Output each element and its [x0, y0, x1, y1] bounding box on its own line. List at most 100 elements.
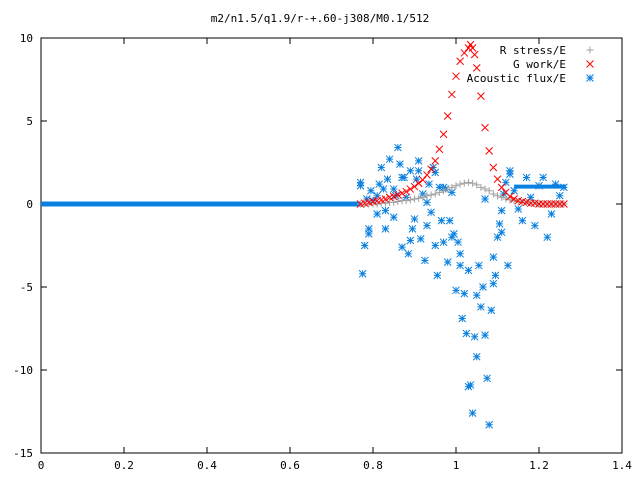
data-point [379, 185, 388, 193]
data-point [477, 183, 485, 191]
data-point [489, 279, 498, 288]
data-point [547, 210, 556, 218]
data-point [494, 192, 501, 200]
data-point [358, 269, 367, 278]
data-point [514, 205, 523, 213]
data-point [394, 198, 402, 206]
data-point [373, 210, 382, 218]
data-point [522, 173, 531, 182]
data-point [437, 216, 446, 225]
legend-marker-g-work [586, 60, 594, 68]
data-point [423, 171, 431, 179]
data-point [423, 198, 431, 207]
data-point [456, 249, 465, 258]
data-point [447, 188, 456, 197]
data-point [375, 180, 384, 188]
data-point [481, 123, 489, 132]
data-point [448, 183, 456, 191]
data-point [447, 233, 456, 242]
data-point [406, 236, 415, 245]
data-point [367, 186, 375, 195]
data-point [414, 166, 423, 175]
data-point [530, 221, 539, 230]
data-point [555, 191, 564, 200]
data-point [479, 283, 487, 291]
data-point [460, 289, 469, 298]
data-point [394, 191, 402, 199]
data-point [433, 271, 442, 280]
plot-frame [40, 37, 623, 454]
data-point [464, 178, 472, 186]
data-point [381, 195, 390, 203]
data-point [481, 185, 489, 193]
data-point [539, 173, 548, 182]
data-point [560, 200, 568, 208]
data-point [466, 381, 475, 389]
series-0 [357, 178, 568, 208]
data-point [398, 243, 406, 252]
data-point [431, 190, 439, 198]
data-point [456, 180, 464, 188]
data-point [427, 208, 435, 217]
data-point [402, 197, 410, 205]
x-tick-label: 1.4 [612, 459, 632, 472]
data-point [458, 314, 467, 323]
data-point [394, 143, 402, 152]
axes-group: 0 0.2 0.4 0.6 0.8 1 1.2 1.4 -15 -10 -5 0 5 10 [13, 32, 632, 472]
data-point [474, 261, 483, 270]
data-point [435, 183, 444, 192]
data-point [406, 166, 415, 175]
y-tick-label: 10 [20, 32, 33, 45]
data-point [383, 175, 392, 183]
data-point [427, 191, 435, 199]
data-point [402, 187, 411, 196]
data-point [439, 130, 448, 139]
data-point [435, 145, 444, 154]
data-point [408, 225, 417, 233]
data-point [510, 195, 518, 203]
data-point [489, 253, 498, 261]
data-point [491, 271, 500, 280]
data-point [439, 238, 448, 247]
y-tick-label: 5 [26, 115, 33, 128]
data-point [452, 286, 460, 295]
data-point [493, 233, 502, 242]
legend-marker-r-stress [586, 46, 594, 54]
chart-title: m2/n1.5/q1.9/r-+.60-j308/M0.1/512 [211, 12, 430, 25]
data-point [423, 192, 431, 200]
data-point [493, 175, 502, 183]
x-tick-label: 1.2 [529, 459, 549, 472]
data-point [551, 180, 560, 188]
plot-area [41, 40, 568, 429]
data-point [497, 206, 506, 215]
data-point [427, 165, 435, 173]
x-tick-label: 0 [38, 459, 45, 472]
data-point [452, 72, 460, 81]
y-tick-label: -15 [13, 447, 33, 460]
data-point [415, 194, 423, 202]
data-point [526, 193, 535, 202]
data-point [472, 64, 481, 72]
data-point [421, 256, 429, 265]
data-point [443, 112, 452, 120]
data-point [506, 166, 514, 175]
data-point [435, 188, 443, 196]
data-point [418, 176, 427, 184]
series-1 [356, 40, 568, 208]
data-point [364, 230, 373, 238]
data-point [497, 183, 506, 192]
data-point [466, 40, 475, 49]
data-point [414, 156, 423, 165]
data-point [385, 155, 394, 164]
data-point [560, 183, 568, 192]
data-point [390, 198, 398, 206]
data-point [389, 185, 398, 193]
data-point [485, 420, 494, 429]
data-point [464, 266, 473, 275]
data-point [462, 329, 471, 338]
data-point [443, 258, 452, 266]
data-point [518, 216, 527, 225]
